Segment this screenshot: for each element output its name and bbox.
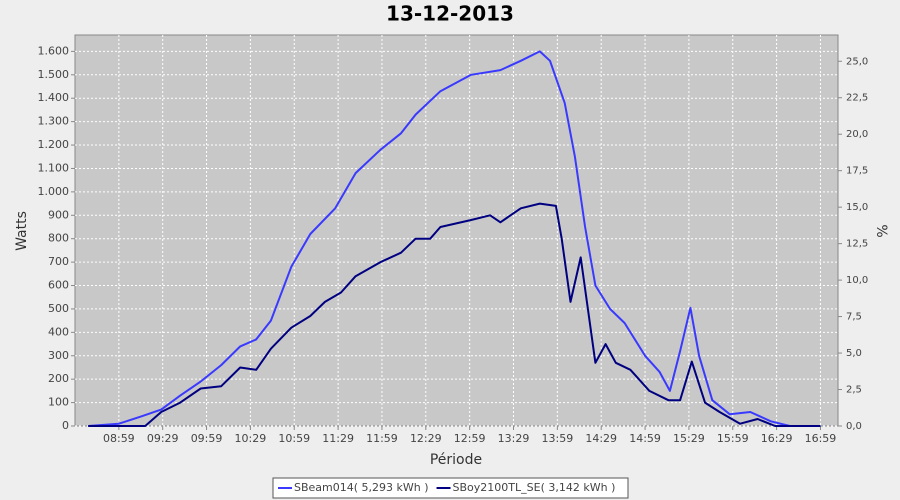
y-tick-label: 600 (48, 279, 69, 292)
y2-tick-label: 12,5 (846, 239, 868, 250)
x-tick-label: 09:59 (191, 432, 223, 445)
y2-tick-label: 0,0 (846, 421, 862, 432)
y-tick-label: 1.100 (38, 161, 70, 174)
x-tick-label: 09:29 (147, 432, 179, 445)
y-tick-label: 700 (48, 255, 69, 268)
x-axis-label: Période (430, 452, 482, 468)
y2-tick-label: 17,5 (846, 166, 868, 177)
x-tick-label: 15:59 (717, 432, 749, 445)
x-tick-label: 14:59 (629, 432, 661, 445)
y-tick-label: 0 (62, 419, 69, 432)
y2-tick-label: 25,0 (846, 56, 868, 67)
x-tick-label: 12:59 (454, 432, 486, 445)
y2-axis-label: % (873, 224, 889, 237)
legend-label: SBeam014( 5,293 kWh ) (294, 481, 429, 494)
x-tick-label: 11:29 (322, 432, 354, 445)
y2-tick-label: 2,5 (846, 385, 862, 396)
y2-tick-label: 22,5 (846, 93, 868, 104)
x-tick-label: 10:29 (235, 432, 267, 445)
plot-area (74, 34, 839, 427)
y-tick-label: 500 (48, 302, 69, 315)
y-tick-label: 1.300 (38, 115, 70, 128)
y-tick-label: 1.200 (38, 138, 70, 151)
y2-tick-label: 20,0 (846, 129, 868, 140)
x-tick-label: 11:59 (366, 432, 398, 445)
y-tick-label: 1.000 (38, 185, 70, 198)
y-tick-label: 1.600 (38, 44, 70, 57)
y-tick-label: 300 (48, 349, 69, 362)
series-line (88, 50, 821, 427)
y-tick-label: 900 (48, 208, 69, 221)
x-tick-label: 10:59 (278, 432, 310, 445)
x-tick-label: 16:29 (761, 432, 793, 445)
y2-tick-label: 7,5 (846, 312, 862, 323)
x-tick-label: 14:29 (585, 432, 617, 445)
y-tick-label: 200 (48, 372, 69, 385)
x-tick-label: 12:29 (410, 432, 442, 445)
legend-label: SBoy2100TL_SE( 3,142 kWh ) (453, 481, 616, 494)
x-tick-label: 13:59 (542, 432, 574, 445)
x-tick-label: 13:29 (498, 432, 530, 445)
chart-title: 13-12-2013 (386, 2, 514, 26)
y2-tick-label: 10,0 (846, 275, 868, 286)
y-tick-label: 1.500 (38, 68, 70, 81)
y-tick-label: 400 (48, 325, 69, 338)
x-tick-label: 16:59 (805, 432, 837, 445)
series-line (88, 202, 821, 427)
y2-tick-label: 5,0 (846, 348, 862, 359)
y-tick-label: 1.400 (38, 91, 70, 104)
x-tick-label: 15:29 (673, 432, 705, 445)
y-tick-label: 800 (48, 232, 69, 245)
y2-tick-label: 15,0 (846, 202, 868, 213)
x-tick-label: 08:59 (103, 432, 135, 445)
y-tick-label: 100 (48, 396, 69, 409)
y-axis-label: Watts (14, 211, 30, 251)
